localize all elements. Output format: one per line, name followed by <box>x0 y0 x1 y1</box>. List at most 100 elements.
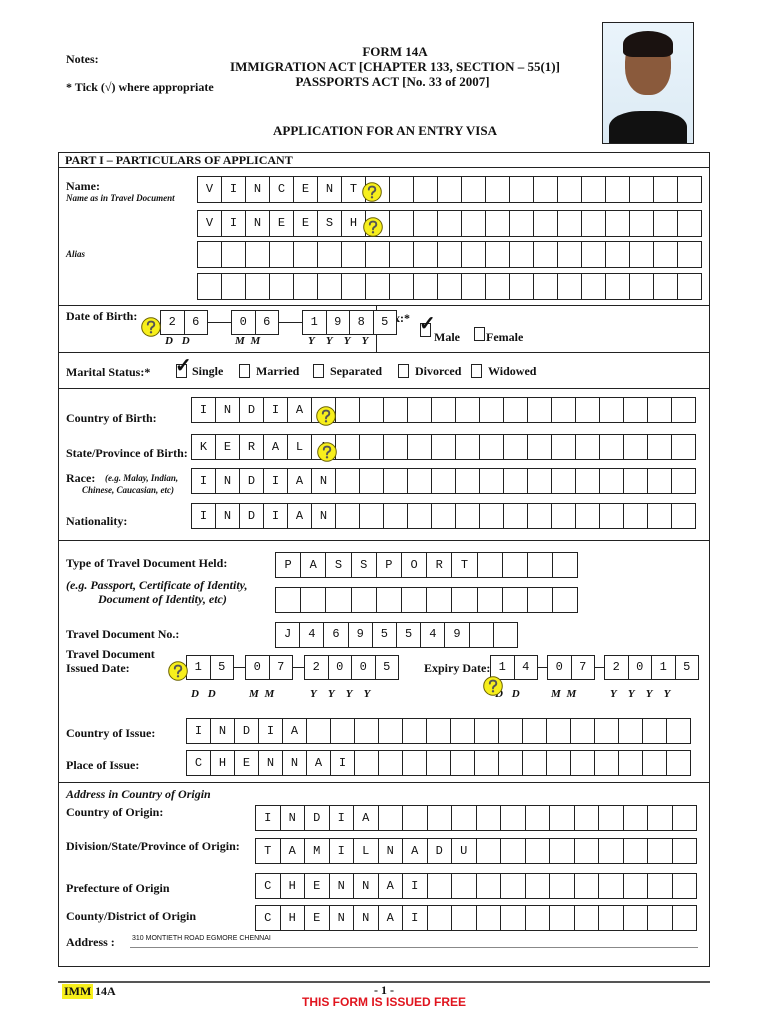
nationality-char-box[interactable]: D <box>239 503 264 529</box>
last-name-char-box[interactable]: V <box>197 210 222 237</box>
alias-2-char-box[interactable] <box>629 273 654 300</box>
state-birth-char-box[interactable] <box>383 434 408 460</box>
place-issue-char-box[interactable] <box>666 750 691 776</box>
first-name-char-box[interactable] <box>389 176 414 203</box>
division-char-box[interactable]: L <box>353 838 379 864</box>
nationality-char-box[interactable]: I <box>191 503 216 529</box>
question-mark-icon[interactable] <box>362 182 382 202</box>
prefecture-char-box[interactable] <box>647 873 673 899</box>
state-birth-char-box[interactable] <box>623 434 648 460</box>
first-name-char-box[interactable] <box>485 176 510 203</box>
address-field[interactable]: 310 MONTIETH ROAD EGMORE CHENNAI <box>130 935 698 948</box>
country-issue-char-box[interactable] <box>330 718 355 744</box>
expiry-year-char-box[interactable]: 5 <box>674 655 699 680</box>
nationality-char-box[interactable] <box>575 503 600 529</box>
race-char-box[interactable] <box>647 468 672 494</box>
last-name-char-box[interactable] <box>533 210 558 237</box>
dob-day-char-box[interactable]: 6 <box>183 310 208 335</box>
country-birth-char-box[interactable] <box>359 397 384 423</box>
country-issue-char-box[interactable] <box>546 718 571 744</box>
country-issue-char-box[interactable] <box>450 718 475 744</box>
place-issue-char-box[interactable] <box>354 750 379 776</box>
nationality-char-box[interactable] <box>479 503 504 529</box>
country-issue-char-box[interactable] <box>402 718 427 744</box>
nationality-char-box[interactable] <box>599 503 624 529</box>
state-birth-char-box[interactable]: L <box>287 434 312 460</box>
place-issue-char-box[interactable] <box>642 750 667 776</box>
place-issue-char-box[interactable] <box>570 750 595 776</box>
race-char-box[interactable] <box>551 468 576 494</box>
nationality-char-box[interactable] <box>503 503 528 529</box>
race-char-box[interactable]: I <box>263 468 288 494</box>
country-issue-char-box[interactable] <box>666 718 691 744</box>
prefecture-char-box[interactable]: N <box>353 873 379 899</box>
first-name-char-box[interactable] <box>653 176 678 203</box>
last-name-char-box[interactable] <box>557 210 582 237</box>
expiry-year-char-box[interactable]: 0 <box>627 655 652 680</box>
place-issue-char-box[interactable] <box>618 750 643 776</box>
country-birth-char-box[interactable] <box>551 397 576 423</box>
state-birth-char-box[interactable] <box>647 434 672 460</box>
prefecture-char-box[interactable] <box>549 873 575 899</box>
country-origin-char-box[interactable]: D <box>304 805 330 831</box>
doc-type-2-char-box[interactable] <box>476 587 503 613</box>
first-name-char-box[interactable] <box>509 176 534 203</box>
first-name-char-box[interactable]: I <box>221 176 246 203</box>
division-char-box[interactable] <box>549 838 575 864</box>
alias-2-char-box[interactable] <box>389 273 414 300</box>
county-char-box[interactable] <box>500 905 526 931</box>
issued-day-char-box[interactable]: 5 <box>209 655 234 680</box>
division-char-box[interactable] <box>573 838 599 864</box>
first-name-char-box[interactable] <box>605 176 630 203</box>
country-birth-char-box[interactable]: I <box>263 397 288 423</box>
place-issue-char-box[interactable]: A <box>306 750 331 776</box>
alias-1-char-box[interactable] <box>221 241 246 268</box>
state-birth-char-box[interactable] <box>479 434 504 460</box>
expiry-month-char-box[interactable]: 0 <box>547 655 572 680</box>
country-origin-char-box[interactable]: I <box>328 805 354 831</box>
last-name-char-box[interactable] <box>413 210 438 237</box>
question-mark-icon[interactable] <box>168 661 188 681</box>
race-char-box[interactable]: N <box>311 468 336 494</box>
dob-day-char-box[interactable]: 2 <box>160 310 185 335</box>
doc-type-2-char-box[interactable] <box>375 587 402 613</box>
division-char-box[interactable] <box>500 838 526 864</box>
doc-no-char-box[interactable] <box>323 622 349 648</box>
expiry-month-char-box[interactable]: 7 <box>570 655 595 680</box>
county-char-box[interactable]: E <box>304 905 330 931</box>
nationality-char-box[interactable] <box>407 503 432 529</box>
country-origin-char-box[interactable] <box>622 805 648 831</box>
place-issue-char-box[interactable] <box>426 750 451 776</box>
nationality-char-box[interactable] <box>647 503 672 529</box>
alias-1-char-box[interactable] <box>365 241 390 268</box>
alias-2-char-box[interactable] <box>365 273 390 300</box>
nationality-char-box[interactable]: N <box>215 503 240 529</box>
place-issue-char-box[interactable]: N <box>282 750 307 776</box>
prefecture-char-box[interactable]: A <box>377 873 403 899</box>
nationality-char-box[interactable] <box>527 503 552 529</box>
last-name-char-box[interactable]: H <box>341 210 366 237</box>
last-name-char-box[interactable] <box>437 210 462 237</box>
alias-1-char-box[interactable] <box>317 241 342 268</box>
division-char-box[interactable] <box>524 838 550 864</box>
race-char-box[interactable] <box>503 468 528 494</box>
alias-2-char-box[interactable] <box>197 273 222 300</box>
doc-type-2-char-box[interactable] <box>552 587 579 613</box>
race-char-box[interactable] <box>431 468 456 494</box>
last-name-char-box[interactable] <box>629 210 654 237</box>
doc-type-char-box[interactable]: T <box>451 552 478 578</box>
dob-year-char-box[interactable]: 9 <box>325 310 350 335</box>
first-name-char-box[interactable] <box>677 176 702 203</box>
doc-type-char-box[interactable]: P <box>275 552 302 578</box>
alias-2-char-box[interactable] <box>677 273 702 300</box>
state-birth-char-box[interactable] <box>671 434 696 460</box>
last-name-char-box[interactable] <box>461 210 486 237</box>
alias-2-char-box[interactable] <box>317 273 342 300</box>
division-char-box[interactable] <box>622 838 648 864</box>
county-char-box[interactable]: A <box>377 905 403 931</box>
prefecture-char-box[interactable] <box>451 873 477 899</box>
race-char-box[interactable] <box>359 468 384 494</box>
alias-2-char-box[interactable] <box>653 273 678 300</box>
state-birth-char-box[interactable] <box>575 434 600 460</box>
alias-2-char-box[interactable] <box>557 273 582 300</box>
